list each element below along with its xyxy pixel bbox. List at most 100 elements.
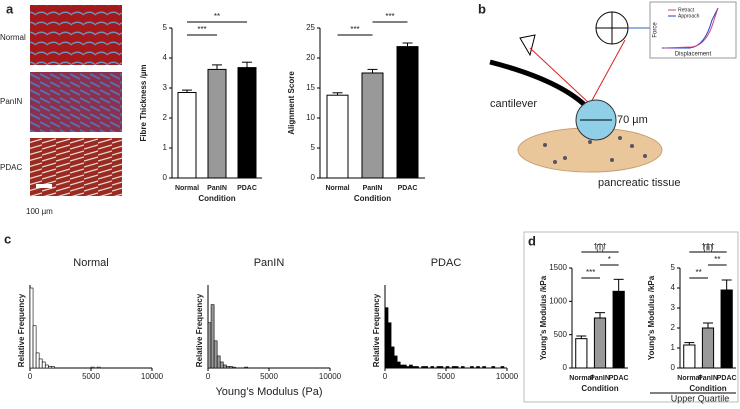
scale-bar [36, 184, 52, 188]
x-tick-label: 5000 [437, 372, 455, 381]
bar [237, 67, 257, 179]
histogram-bar [439, 366, 444, 369]
bar [593, 317, 607, 369]
cantilever [489, 59, 590, 110]
inset-legend: Retract [678, 7, 695, 13]
y-tick-label: 15 [306, 83, 315, 92]
y-tick-label: 5 [671, 263, 676, 272]
subtitle: (i) [596, 242, 604, 252]
histogram-bar [44, 364, 49, 369]
x-tick-label: 10000 [319, 372, 342, 381]
y-axis-label: Alignment Score [287, 71, 296, 135]
bar [575, 338, 588, 369]
image-label: PanIN [0, 97, 22, 106]
histogram-bar [430, 366, 435, 369]
histogram-bar [384, 307, 389, 369]
x-tick-label: PDAC [398, 185, 418, 192]
significance-label: ** [714, 255, 720, 264]
y-axis-label: Young's Modulus /kPa [647, 275, 656, 360]
panel-label: d [528, 233, 536, 248]
y-tick-label: 1000 [549, 296, 567, 305]
x-axis-label: Condition [198, 194, 235, 203]
x-tick-label: PDAC [609, 375, 629, 382]
histogram-bar [244, 366, 248, 369]
x-tick-label: 0 [383, 372, 388, 381]
bar [701, 327, 715, 369]
significance-label: *** [197, 25, 206, 34]
histogram-bar [406, 366, 410, 369]
y-tick-label: 0 [311, 173, 316, 182]
x-tick-label: Normal [175, 185, 199, 192]
panel-label: a [6, 1, 14, 16]
histogram-bar [460, 366, 465, 369]
significance-label: *** [385, 12, 394, 21]
x-tick-label: 5000 [260, 372, 278, 381]
diagram-label: pancreatic tissue [598, 177, 681, 189]
inset-legend: Approach [678, 13, 700, 19]
histogram-bar [96, 366, 101, 369]
y-tick-label: 5 [311, 143, 316, 152]
laser-beam [529, 47, 591, 105]
bar [683, 344, 696, 369]
y-axis-label: Relative Frequency [372, 293, 381, 367]
note: Upper Quartile [671, 393, 730, 403]
histogram-bar [387, 322, 392, 369]
histogram-bar [51, 366, 55, 369]
histogram-bar [210, 304, 215, 369]
y-tick-label: 3 [671, 303, 676, 312]
bar [177, 92, 197, 179]
y-tick-label: 2 [671, 323, 676, 332]
x-tick-label: 5000 [82, 372, 100, 381]
x-tick-label: Normal [569, 375, 593, 382]
chart-title: PanIN [254, 257, 285, 269]
bar [207, 68, 227, 179]
diagram-label: 70 µm [617, 114, 648, 126]
subtitle: (ii) [703, 242, 713, 252]
y-axis-label: Fibre Thickness /µm [139, 64, 148, 141]
y-tick-label: 1500 [549, 263, 567, 272]
histogram-bar [216, 355, 221, 369]
x-axis-label: Condition [689, 384, 726, 393]
laser-beam [589, 39, 626, 105]
x-tick-label: Normal [677, 375, 701, 382]
bar [326, 94, 349, 179]
x-tick-label: Normal [325, 185, 349, 192]
y-tick-label: 0 [563, 363, 568, 372]
chart-title: Normal [73, 257, 108, 269]
inset-axis-label: Displacement [675, 52, 712, 58]
histology-image [30, 72, 122, 132]
y-tick-label: 20 [306, 53, 315, 62]
histogram-bar [47, 366, 52, 369]
histogram-bar [38, 358, 43, 369]
histogram-bar [421, 366, 425, 369]
bar [396, 46, 419, 179]
histogram-bar [412, 366, 416, 369]
histogram-bar [409, 364, 413, 369]
significance-label: ††† [701, 242, 714, 251]
histogram-bar [500, 366, 505, 369]
histogram-bar [29, 287, 34, 369]
image-label: PDAC [0, 163, 22, 172]
histogram-bar [470, 366, 474, 369]
histogram-bar [213, 340, 218, 369]
image-label: Normal [0, 33, 26, 42]
cells [543, 136, 647, 164]
histogram-bar [454, 366, 459, 369]
x-tick-label: PDAC [237, 185, 257, 192]
y-tick-label: 1 [671, 343, 676, 352]
inset-plot [649, 1, 737, 59]
bar [361, 72, 384, 179]
y-tick-label: 4 [163, 53, 168, 62]
histogram-bar [445, 366, 450, 369]
histogram-bar [476, 366, 480, 369]
histogram-bar [229, 366, 233, 369]
histogram-bar [390, 346, 395, 369]
histogram-bar [402, 364, 407, 369]
panel-frame [523, 231, 739, 403]
significance-label: ** [696, 268, 702, 277]
y-axis-label: Relative Frequency [17, 293, 26, 367]
y-tick-label: 0 [671, 363, 676, 372]
histogram-bar [491, 366, 496, 369]
y-tick-label: 0 [163, 173, 168, 182]
